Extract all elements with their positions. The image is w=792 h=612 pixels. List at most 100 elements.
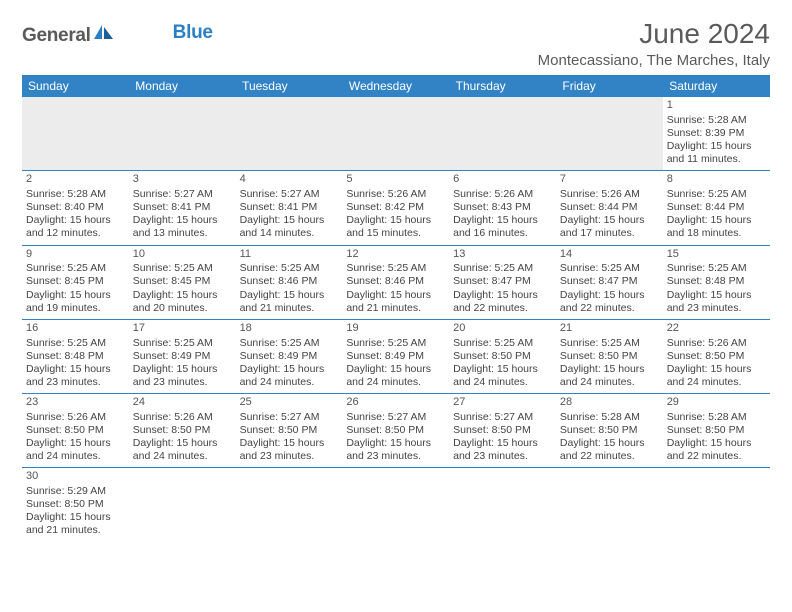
daylight-line-1: Daylight: 15 hours — [560, 437, 659, 450]
day-number: 4 — [240, 173, 339, 187]
calendar-week-row: 30Sunrise: 5:29 AMSunset: 8:50 PMDayligh… — [22, 468, 770, 542]
calendar-cell: 1Sunrise: 5:28 AMSunset: 8:39 PMDaylight… — [663, 97, 770, 171]
day-number: 12 — [346, 248, 445, 262]
sunset-line: Sunset: 8:45 PM — [133, 275, 232, 288]
daylight-line-1: Daylight: 15 hours — [453, 289, 552, 302]
sunrise-line: Sunrise: 5:25 AM — [453, 262, 552, 275]
day-number: 18 — [240, 322, 339, 336]
sunrise-line: Sunrise: 5:25 AM — [560, 337, 659, 350]
daylight-line-2: and 20 minutes. — [133, 302, 232, 315]
sunset-line: Sunset: 8:50 PM — [346, 424, 445, 437]
weekday-header: Sunday — [22, 75, 129, 97]
calendar-cell: 10Sunrise: 5:25 AMSunset: 8:45 PMDayligh… — [129, 245, 236, 319]
daylight-line-1: Daylight: 15 hours — [667, 437, 766, 450]
sunset-line: Sunset: 8:49 PM — [240, 350, 339, 363]
day-number: 5 — [346, 173, 445, 187]
sunset-line: Sunset: 8:49 PM — [346, 350, 445, 363]
calendar-cell: 2Sunrise: 5:28 AMSunset: 8:40 PMDaylight… — [22, 171, 129, 245]
day-number: 10 — [133, 248, 232, 262]
calendar-week-row: 9Sunrise: 5:25 AMSunset: 8:45 PMDaylight… — [22, 245, 770, 319]
weekday-header: Monday — [129, 75, 236, 97]
day-number: 1 — [667, 99, 766, 113]
daylight-line-2: and 24 minutes. — [667, 376, 766, 389]
sunset-line: Sunset: 8:50 PM — [26, 424, 125, 437]
sunset-line: Sunset: 8:50 PM — [560, 424, 659, 437]
daylight-line-2: and 24 minutes. — [240, 376, 339, 389]
daylight-line-2: and 14 minutes. — [240, 227, 339, 240]
sunrise-line: Sunrise: 5:25 AM — [346, 337, 445, 350]
calendar-cell: 28Sunrise: 5:28 AMSunset: 8:50 PMDayligh… — [556, 394, 663, 468]
sunset-line: Sunset: 8:45 PM — [26, 275, 125, 288]
daylight-line-1: Daylight: 15 hours — [667, 289, 766, 302]
sunrise-line: Sunrise: 5:25 AM — [26, 337, 125, 350]
day-number: 13 — [453, 248, 552, 262]
sunrise-line: Sunrise: 5:26 AM — [667, 337, 766, 350]
weekday-header: Friday — [556, 75, 663, 97]
daylight-line-2: and 23 minutes. — [26, 376, 125, 389]
day-number: 15 — [667, 248, 766, 262]
sunrise-line: Sunrise: 5:25 AM — [133, 262, 232, 275]
sunrise-line: Sunrise: 5:25 AM — [240, 262, 339, 275]
calendar-week-row: 2Sunrise: 5:28 AMSunset: 8:40 PMDaylight… — [22, 171, 770, 245]
daylight-line-1: Daylight: 15 hours — [240, 363, 339, 376]
calendar-week-row: 16Sunrise: 5:25 AMSunset: 8:48 PMDayligh… — [22, 319, 770, 393]
day-number: 24 — [133, 396, 232, 410]
sunrise-line: Sunrise: 5:25 AM — [346, 262, 445, 275]
calendar-cell: 18Sunrise: 5:25 AMSunset: 8:49 PMDayligh… — [236, 319, 343, 393]
day-number: 23 — [26, 396, 125, 410]
logo-sail-icon — [93, 24, 115, 47]
daylight-line-1: Daylight: 15 hours — [667, 214, 766, 227]
sunset-line: Sunset: 8:46 PM — [240, 275, 339, 288]
sunrise-line: Sunrise: 5:26 AM — [26, 411, 125, 424]
sunrise-line: Sunrise: 5:26 AM — [560, 188, 659, 201]
sunset-line: Sunset: 8:50 PM — [133, 424, 232, 437]
sunrise-line: Sunrise: 5:25 AM — [240, 337, 339, 350]
daylight-line-1: Daylight: 15 hours — [453, 437, 552, 450]
day-number: 21 — [560, 322, 659, 336]
calendar-cell — [236, 97, 343, 171]
day-number: 20 — [453, 322, 552, 336]
day-number: 29 — [667, 396, 766, 410]
daylight-line-1: Daylight: 15 hours — [346, 214, 445, 227]
day-number: 30 — [26, 470, 125, 484]
sunrise-line: Sunrise: 5:27 AM — [133, 188, 232, 201]
calendar-head: SundayMondayTuesdayWednesdayThursdayFrid… — [22, 75, 770, 97]
calendar-cell: 17Sunrise: 5:25 AMSunset: 8:49 PMDayligh… — [129, 319, 236, 393]
calendar-cell: 9Sunrise: 5:25 AMSunset: 8:45 PMDaylight… — [22, 245, 129, 319]
daylight-line-1: Daylight: 15 hours — [240, 437, 339, 450]
daylight-line-2: and 24 minutes. — [133, 450, 232, 463]
calendar-cell — [129, 97, 236, 171]
sunrise-line: Sunrise: 5:25 AM — [133, 337, 232, 350]
title-block: June 2024 Montecassiano, The Marches, It… — [538, 18, 770, 69]
sunset-line: Sunset: 8:42 PM — [346, 201, 445, 214]
sunrise-line: Sunrise: 5:27 AM — [240, 188, 339, 201]
calendar-cell — [129, 468, 236, 542]
calendar-body: 1Sunrise: 5:28 AMSunset: 8:39 PMDaylight… — [22, 97, 770, 542]
sunset-line: Sunset: 8:47 PM — [453, 275, 552, 288]
logo-text-blue: Blue — [173, 22, 213, 44]
sunrise-line: Sunrise: 5:27 AM — [453, 411, 552, 424]
sunset-line: Sunset: 8:50 PM — [667, 350, 766, 363]
daylight-line-1: Daylight: 15 hours — [667, 363, 766, 376]
daylight-line-2: and 12 minutes. — [26, 227, 125, 240]
sunset-line: Sunset: 8:50 PM — [560, 350, 659, 363]
calendar-cell — [449, 468, 556, 542]
daylight-line-1: Daylight: 15 hours — [133, 363, 232, 376]
sunset-line: Sunset: 8:40 PM — [26, 201, 125, 214]
location: Montecassiano, The Marches, Italy — [538, 52, 770, 69]
calendar-cell — [556, 468, 663, 542]
header: General Blue June 2024 Montecassiano, Th… — [22, 18, 770, 69]
sunrise-line: Sunrise: 5:27 AM — [240, 411, 339, 424]
day-number: 22 — [667, 322, 766, 336]
daylight-line-2: and 18 minutes. — [667, 227, 766, 240]
daylight-line-1: Daylight: 15 hours — [346, 289, 445, 302]
daylight-line-2: and 21 minutes. — [346, 302, 445, 315]
daylight-line-2: and 24 minutes. — [346, 376, 445, 389]
weekday-header: Tuesday — [236, 75, 343, 97]
daylight-line-1: Daylight: 15 hours — [133, 289, 232, 302]
daylight-line-2: and 24 minutes. — [26, 450, 125, 463]
sunrise-line: Sunrise: 5:29 AM — [26, 485, 125, 498]
daylight-line-2: and 21 minutes. — [240, 302, 339, 315]
daylight-line-1: Daylight: 15 hours — [26, 363, 125, 376]
daylight-line-2: and 13 minutes. — [133, 227, 232, 240]
